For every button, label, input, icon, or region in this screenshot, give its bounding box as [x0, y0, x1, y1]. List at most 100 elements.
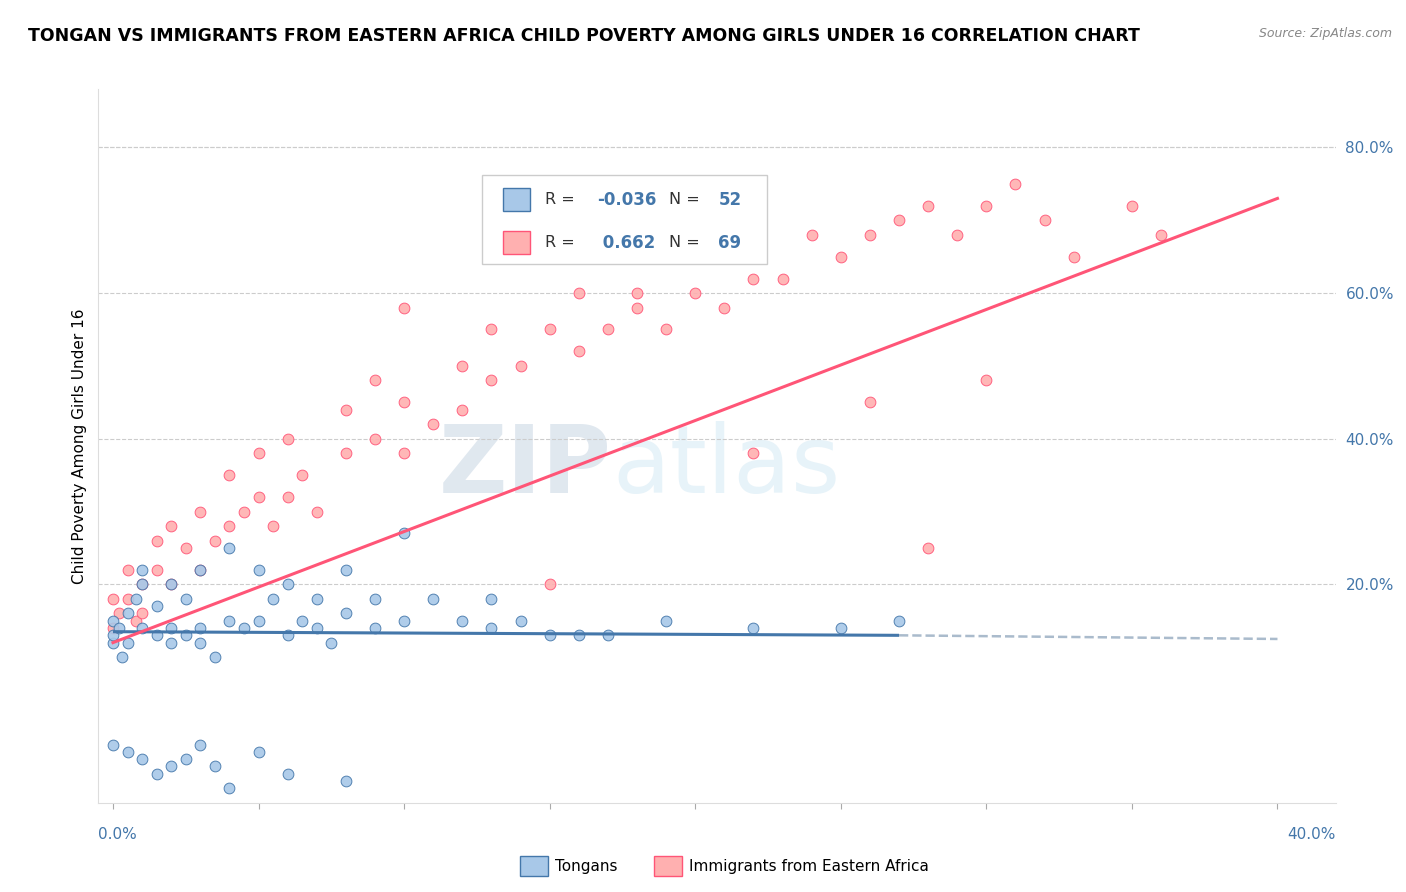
Point [174, 628, 197, 642]
Point [218, 468, 240, 483]
Point [509, 614, 531, 628]
Point [247, 563, 270, 577]
Point [364, 621, 387, 635]
Point [335, 774, 357, 789]
Point [305, 621, 328, 635]
Text: 0.0%: 0.0% [98, 827, 138, 841]
Point [125, 591, 148, 606]
Point [204, 759, 226, 773]
Point [174, 541, 197, 555]
Point [626, 286, 648, 301]
Point [291, 614, 314, 628]
Point [1004, 177, 1026, 191]
Point [107, 607, 129, 621]
Point [538, 628, 561, 642]
Text: N =: N = [669, 193, 704, 207]
Point [364, 591, 387, 606]
Point [218, 614, 240, 628]
Point [145, 533, 167, 548]
Point [174, 752, 197, 766]
Point [887, 614, 910, 628]
Text: Tongans: Tongans [555, 859, 617, 873]
Point [481, 621, 503, 635]
Point [509, 359, 531, 373]
Point [481, 374, 503, 388]
Point [125, 614, 148, 628]
Point [247, 490, 270, 504]
Point [422, 417, 444, 432]
Point [655, 322, 678, 336]
Point [626, 301, 648, 315]
Point [188, 635, 211, 649]
Point [538, 322, 561, 336]
Point [101, 738, 124, 752]
Point [683, 286, 706, 301]
Point [655, 614, 678, 628]
Point [188, 563, 211, 577]
Point [262, 519, 284, 533]
Point [713, 301, 735, 315]
Point [830, 250, 852, 264]
Point [392, 526, 415, 541]
FancyBboxPatch shape [503, 188, 530, 211]
Point [204, 533, 226, 548]
Point [131, 607, 153, 621]
Point [131, 621, 153, 635]
Point [117, 745, 139, 759]
Point [101, 628, 124, 642]
Point [188, 621, 211, 635]
Point [277, 432, 299, 446]
Point [1121, 199, 1143, 213]
Point [568, 286, 591, 301]
Point [335, 402, 357, 417]
Point [859, 395, 882, 409]
Text: TONGAN VS IMMIGRANTS FROM EASTERN AFRICA CHILD POVERTY AMONG GIRLS UNDER 16 CORR: TONGAN VS IMMIGRANTS FROM EASTERN AFRICA… [28, 27, 1140, 45]
Text: R =: R = [546, 235, 579, 250]
Point [131, 752, 153, 766]
Point [683, 250, 706, 264]
Point [101, 591, 124, 606]
Point [481, 591, 503, 606]
Point [247, 446, 270, 460]
Point [277, 490, 299, 504]
Point [233, 621, 256, 635]
Text: 69: 69 [718, 234, 741, 252]
Point [335, 446, 357, 460]
Point [917, 541, 939, 555]
Point [145, 563, 167, 577]
Point [364, 374, 387, 388]
Text: atlas: atlas [612, 421, 841, 514]
Text: ZIP: ZIP [439, 421, 612, 514]
Point [422, 591, 444, 606]
Point [131, 577, 153, 591]
Point [538, 577, 561, 591]
Point [887, 213, 910, 227]
Point [568, 344, 591, 359]
Point [145, 628, 167, 642]
Point [101, 635, 124, 649]
Point [188, 563, 211, 577]
Point [1063, 250, 1085, 264]
Text: N =: N = [669, 235, 704, 250]
Point [188, 504, 211, 518]
Point [204, 650, 226, 665]
Text: 0.662: 0.662 [598, 234, 655, 252]
Point [335, 607, 357, 621]
Point [277, 628, 299, 642]
Point [335, 563, 357, 577]
Point [117, 563, 139, 577]
Point [392, 395, 415, 409]
Point [392, 301, 415, 315]
Point [117, 607, 139, 621]
Point [305, 591, 328, 606]
Point [117, 635, 139, 649]
Point [160, 635, 183, 649]
Y-axis label: Child Poverty Among Girls Under 16: Child Poverty Among Girls Under 16 [72, 309, 87, 583]
Point [218, 781, 240, 796]
Point [305, 504, 328, 518]
Point [859, 227, 882, 242]
FancyBboxPatch shape [503, 231, 530, 254]
Point [145, 766, 167, 780]
Point [160, 519, 183, 533]
Text: Source: ZipAtlas.com: Source: ZipAtlas.com [1258, 27, 1392, 40]
